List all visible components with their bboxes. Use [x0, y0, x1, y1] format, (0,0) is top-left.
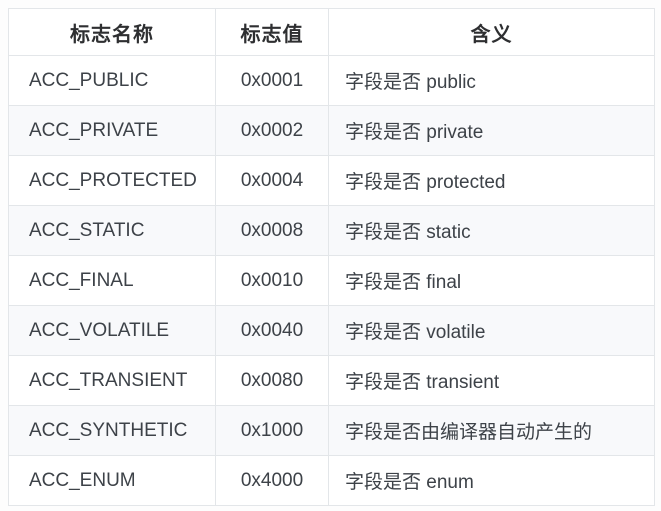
- cell-flag-name: ACC_PRIVATE: [8, 105, 216, 156]
- cell-meaning: 字段是否 private: [328, 105, 655, 156]
- cell-meaning: 字段是否 static: [328, 205, 655, 256]
- table-row: ACC_STATIC 0x0008 字段是否 static: [8, 205, 655, 256]
- column-header-meaning: 含义: [328, 8, 655, 56]
- cell-flag-name: ACC_SYNTHETIC: [8, 405, 216, 456]
- cell-meaning: 字段是否 protected: [328, 155, 655, 206]
- cell-flag-name: ACC_PROTECTED: [8, 155, 216, 206]
- flags-table: 标志名称 标志值 含义 ACC_PUBLIC 0x0001 字段是否 publi…: [8, 8, 655, 506]
- cell-flag-name: ACC_FINAL: [8, 255, 216, 306]
- cell-flag-value: 0x0040: [215, 305, 329, 356]
- cell-flag-name: ACC_TRANSIENT: [8, 355, 216, 406]
- table-row: ACC_VOLATILE 0x0040 字段是否 volatile: [8, 305, 655, 356]
- cell-meaning: 字段是否 transient: [328, 355, 655, 406]
- column-header-flag-value: 标志值: [215, 8, 329, 56]
- cell-meaning: 字段是否 final: [328, 255, 655, 306]
- table-row: ACC_SYNTHETIC 0x1000 字段是否由编译器自动产生的: [8, 405, 655, 456]
- cell-flag-name: ACC_STATIC: [8, 205, 216, 256]
- cell-meaning: 字段是否 public: [328, 55, 655, 106]
- cell-flag-value: 0x0008: [215, 205, 329, 256]
- cell-meaning: 字段是否由编译器自动产生的: [328, 405, 655, 456]
- cell-flag-value: 0x0004: [215, 155, 329, 206]
- cell-flag-value: 0x0080: [215, 355, 329, 406]
- table-row: ACC_PRIVATE 0x0002 字段是否 private: [8, 105, 655, 156]
- cell-flag-name: ACC_ENUM: [8, 455, 216, 506]
- cell-flag-name: ACC_PUBLIC: [8, 55, 216, 106]
- cell-flag-value: 0x0002: [215, 105, 329, 156]
- cell-flag-value: 0x1000: [215, 405, 329, 456]
- header-row: 标志名称 标志值 含义: [8, 8, 655, 56]
- cell-meaning: 字段是否 volatile: [328, 305, 655, 356]
- cell-flag-value: 0x4000: [215, 455, 329, 506]
- flags-table-container: 标志名称 标志值 含义 ACC_PUBLIC 0x0001 字段是否 publi…: [8, 8, 655, 506]
- table-row: ACC_FINAL 0x0010 字段是否 final: [8, 255, 655, 306]
- cell-flag-value: 0x0001: [215, 55, 329, 106]
- cell-flag-value: 0x0010: [215, 255, 329, 306]
- cell-flag-name: ACC_VOLATILE: [8, 305, 216, 356]
- table-row: ACC_PROTECTED 0x0004 字段是否 protected: [8, 155, 655, 206]
- cell-meaning: 字段是否 enum: [328, 455, 655, 506]
- table-row: ACC_PUBLIC 0x0001 字段是否 public: [8, 55, 655, 106]
- table-row: ACC_TRANSIENT 0x0080 字段是否 transient: [8, 355, 655, 406]
- table-row: ACC_ENUM 0x4000 字段是否 enum: [8, 455, 655, 506]
- column-header-flag-name: 标志名称: [8, 8, 216, 56]
